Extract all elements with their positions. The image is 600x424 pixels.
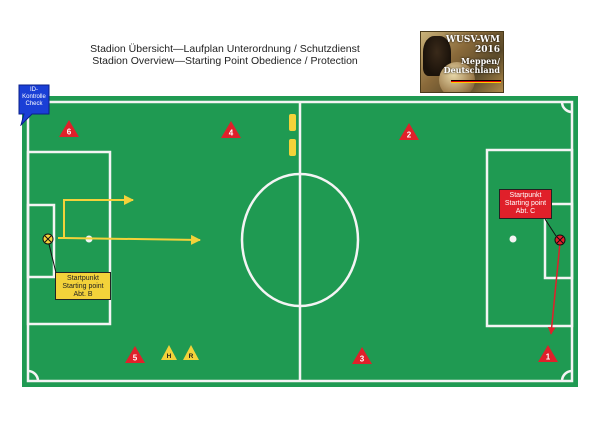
logo-text-year: 2016 xyxy=(474,45,500,55)
marker-1: 1 xyxy=(538,345,558,362)
leader-line-c xyxy=(544,218,557,237)
route-path-lower xyxy=(63,234,201,245)
hide-marker-r: R xyxy=(183,345,199,360)
start-point-b-label: Startpunkt Starting point Abt. B xyxy=(55,272,111,300)
logo-text-city: Meppen/ xyxy=(461,56,500,66)
right-goal-area xyxy=(543,202,574,280)
marker-5: 5 xyxy=(125,346,145,363)
id-check-line1: ID- xyxy=(30,87,38,93)
gate-marker-top xyxy=(289,114,296,131)
hide-marker-h: H xyxy=(161,345,177,360)
marker-3: 3 xyxy=(352,347,372,364)
start-c-line2: Starting point xyxy=(504,200,547,207)
left-goal-area xyxy=(26,203,56,279)
marker-6: 6 xyxy=(59,120,79,137)
start-b-line2: Starting point xyxy=(62,283,104,290)
german-flag-stripe xyxy=(451,80,501,83)
marker-2: 2 xyxy=(399,123,419,140)
globe-image xyxy=(439,62,475,92)
gate-marker-bottom xyxy=(289,139,296,156)
start-b-line3: Abt. B xyxy=(73,291,93,298)
center-circle xyxy=(240,172,360,308)
corner-arc-bottom-left xyxy=(27,369,40,382)
right-penalty-spot xyxy=(509,235,517,243)
marker-6-label: 6 xyxy=(67,128,72,137)
marker-3-label: 3 xyxy=(360,355,365,364)
id-check-callout xyxy=(18,84,50,126)
marker-1-label: 1 xyxy=(546,353,551,362)
logo-text-country: Deutschland xyxy=(443,65,500,75)
start-symbol-c xyxy=(554,234,566,246)
marker-5-label: 5 xyxy=(133,354,138,363)
id-check-line3: Check xyxy=(25,101,43,107)
wusv-logo: WUSV-WM 2016 Meppen/ Deutschland xyxy=(420,31,504,93)
corner-arc-bottom-right xyxy=(560,369,573,382)
page-title-en: Stadion Overview—Starting Point Obedienc… xyxy=(92,55,358,67)
marker-4: 4 xyxy=(221,121,241,138)
corner-arc-top-right xyxy=(560,101,573,114)
route-path-red xyxy=(547,242,561,335)
start-c-line1: Startpunkt xyxy=(509,192,542,199)
start-point-c-label: Startpunkt Starting point Abt. C xyxy=(499,189,552,219)
logo-text-event: WUSV-WM xyxy=(445,35,500,45)
id-check-text: ID- Kontrolle Check xyxy=(17,87,51,108)
start-b-line1: Startpunkt xyxy=(67,275,99,282)
start-symbol-b xyxy=(42,233,54,245)
hide-marker-h-label: H xyxy=(167,353,172,360)
marker-2-label: 2 xyxy=(407,131,412,140)
start-c-line3: Abt. C xyxy=(515,208,536,215)
hide-marker-r-label: R xyxy=(189,353,194,360)
page-title-de: Stadion Übersicht—Laufplan Unterordnung … xyxy=(90,43,360,55)
id-check-line2: Kontrolle xyxy=(22,94,46,100)
marker-4-label: 4 xyxy=(229,129,234,138)
route-path-upper xyxy=(58,195,134,239)
leader-line-b xyxy=(47,239,58,278)
